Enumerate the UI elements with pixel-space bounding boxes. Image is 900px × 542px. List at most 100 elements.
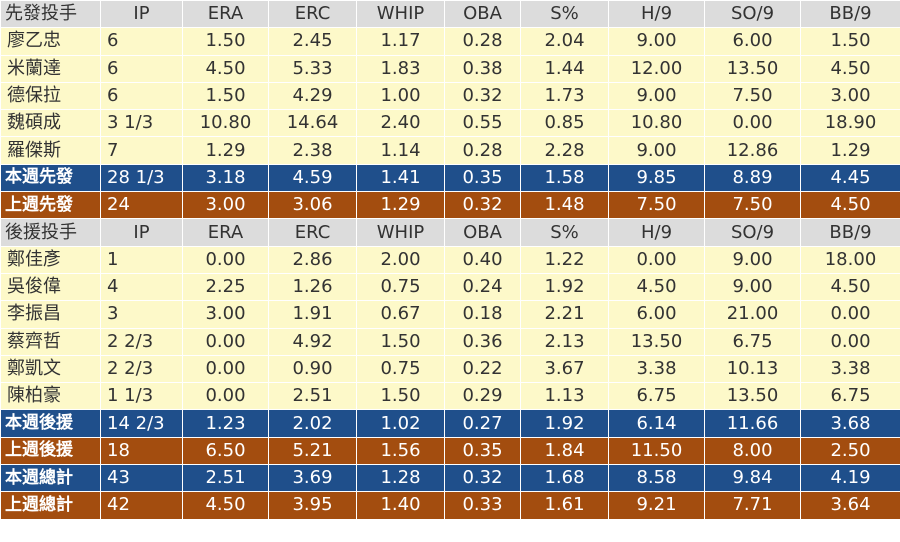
stat-cell: 2 2/3 bbox=[100, 327, 183, 356]
stat-cell: 0.40 bbox=[444, 245, 521, 274]
stat-cell: 6.00 bbox=[608, 300, 705, 329]
stat-cell: 9.00 bbox=[608, 136, 705, 165]
stat-cell: 0.22 bbox=[444, 354, 521, 384]
stat-cell: 2.50 bbox=[800, 436, 900, 466]
stat-cell: 1.28 bbox=[356, 464, 445, 493]
stat-cell: WHIP bbox=[356, 218, 445, 247]
row-label-cell: 魏碩成 bbox=[0, 109, 101, 138]
stat-cell: 6.75 bbox=[800, 382, 900, 411]
stat-cell: 1.17 bbox=[356, 27, 445, 56]
stat-cell: 18 bbox=[100, 436, 183, 466]
relievers-last-week-row: 上週後援 18 6.50 5.21 1.56 0.35 1.84 11.50 8.00 2.50 bbox=[0, 436, 900, 466]
stat-cell: 0.35 bbox=[444, 436, 521, 466]
starter-row: 米蘭達 6 4.50 5.33 1.83 0.38 1.44 12.00 13.50 4.50 bbox=[0, 54, 900, 83]
stat-cell: ERC bbox=[268, 218, 357, 247]
stat-cell: 1.50 bbox=[356, 327, 445, 356]
row-label-cell: 鄭凱文 bbox=[0, 354, 101, 384]
row-label-cell: 上週後援 bbox=[0, 436, 101, 466]
stat-cell: 1.50 bbox=[182, 81, 269, 111]
stat-cell: 6.00 bbox=[704, 27, 801, 56]
stat-cell: 0.75 bbox=[356, 272, 445, 302]
relievers-header-row: 後援投手 IP ERA ERC WHIP OBA S% H/9 SO/9 BB/9 bbox=[0, 218, 900, 247]
stat-cell: 5.33 bbox=[268, 54, 357, 83]
stat-cell: 7.50 bbox=[704, 191, 801, 220]
stat-cell: 3.00 bbox=[800, 81, 900, 111]
stat-cell: 12.86 bbox=[704, 136, 801, 165]
stat-cell: 0.32 bbox=[444, 81, 521, 111]
stat-cell: 11.50 bbox=[608, 436, 705, 466]
reliever-row: 鄭凱文 2 2/3 0.00 0.90 0.75 0.22 3.67 3.38 10.13 3.3… bbox=[0, 354, 900, 384]
stat-cell: 8.00 bbox=[704, 436, 801, 466]
stat-cell: 13.50 bbox=[608, 327, 705, 356]
stat-cell: 5.21 bbox=[268, 436, 357, 466]
stat-cell: 12.00 bbox=[608, 54, 705, 83]
reliever-row: 吳俊偉 4 2.25 1.26 0.75 0.24 1.92 4.50 9.00 4.50 bbox=[0, 272, 900, 302]
stat-cell: 7 bbox=[100, 136, 183, 165]
stat-cell: 2.04 bbox=[520, 27, 609, 56]
stat-cell: 2.25 bbox=[182, 272, 269, 302]
row-label-cell: 上週總計 bbox=[0, 491, 101, 520]
stat-cell: 0.24 bbox=[444, 272, 521, 302]
stat-cell: BB/9 bbox=[800, 0, 900, 29]
stat-cell: 9.00 bbox=[704, 272, 801, 302]
stat-cell: 21.00 bbox=[704, 300, 801, 329]
stat-cell: 3.38 bbox=[800, 354, 900, 384]
stat-cell: 3.68 bbox=[800, 409, 900, 438]
stat-cell: 3.38 bbox=[608, 354, 705, 384]
stat-cell: 14.64 bbox=[268, 109, 357, 138]
stat-cell: 2.02 bbox=[268, 409, 357, 438]
stat-cell: 6.14 bbox=[608, 409, 705, 438]
stat-cell: 0.55 bbox=[444, 109, 521, 138]
stat-cell: 0.28 bbox=[444, 27, 521, 56]
stat-cell: 9.85 bbox=[608, 163, 705, 193]
stat-cell: 3 1/3 bbox=[100, 109, 183, 138]
stat-cell: 4.92 bbox=[268, 327, 357, 356]
stat-cell: OBA bbox=[444, 218, 521, 247]
stat-cell: IP bbox=[100, 0, 183, 29]
stat-cell: 6 bbox=[100, 54, 183, 83]
stat-cell: 6 bbox=[100, 27, 183, 56]
stat-cell: 3.69 bbox=[268, 464, 357, 493]
stat-cell: 4.59 bbox=[268, 163, 357, 193]
stat-cell: 13.50 bbox=[704, 54, 801, 83]
stat-cell: 28 1/3 bbox=[100, 163, 183, 193]
stat-cell: 42 bbox=[100, 491, 183, 520]
stat-cell: 10.13 bbox=[704, 354, 801, 384]
stat-cell: 1.40 bbox=[356, 491, 445, 520]
stat-cell: 2.13 bbox=[520, 327, 609, 356]
stat-cell: 43 bbox=[100, 464, 183, 493]
stat-cell: 2.38 bbox=[268, 136, 357, 165]
stat-cell: 1.26 bbox=[268, 272, 357, 302]
stat-cell: 0.18 bbox=[444, 300, 521, 329]
stat-cell: 3.00 bbox=[182, 191, 269, 220]
stat-cell: 1.13 bbox=[520, 382, 609, 411]
stat-cell: 0.28 bbox=[444, 136, 521, 165]
stat-cell: 7.71 bbox=[704, 491, 801, 520]
stat-cell: 2 2/3 bbox=[100, 354, 183, 384]
stat-cell: 8.89 bbox=[704, 163, 801, 193]
stat-cell: 4.29 bbox=[268, 81, 357, 111]
stat-cell: 24 bbox=[100, 191, 183, 220]
stat-cell: 1.22 bbox=[520, 245, 609, 274]
starter-row: 羅傑斯 7 1.29 2.38 1.14 0.28 2.28 9.00 12.86 1.29 bbox=[0, 136, 900, 165]
stat-cell: SO/9 bbox=[704, 218, 801, 247]
stat-cell: H/9 bbox=[608, 0, 705, 29]
stat-cell: 0.38 bbox=[444, 54, 521, 83]
stat-cell: 2.40 bbox=[356, 109, 445, 138]
stat-cell: 11.66 bbox=[704, 409, 801, 438]
stat-cell: 1.58 bbox=[520, 163, 609, 193]
starters-last-week-row: 上週先發 24 3.00 3.06 1.29 0.32 1.48 7.50 7.50 4.50 bbox=[0, 191, 900, 220]
starter-row: 廖乙忠 6 1.50 2.45 1.17 0.28 2.04 9.00 6.00 1.50 bbox=[0, 27, 900, 56]
stat-cell: 6 bbox=[100, 81, 183, 111]
stat-cell: 4 bbox=[100, 272, 183, 302]
stat-cell: 4.50 bbox=[608, 272, 705, 302]
row-label-cell: 本週先發 bbox=[0, 163, 101, 193]
stat-cell: 0.33 bbox=[444, 491, 521, 520]
stat-cell: 9.00 bbox=[608, 27, 705, 56]
stat-cell: 9.84 bbox=[704, 464, 801, 493]
stat-cell: WHIP bbox=[356, 0, 445, 29]
stat-cell: 3.64 bbox=[800, 491, 900, 520]
row-label-cell: 米蘭達 bbox=[0, 54, 101, 83]
stat-cell: 1.41 bbox=[356, 163, 445, 193]
totals-this-week-row: 本週總計 43 2.51 3.69 1.28 0.32 1.68 8.58 9.84 4.19 bbox=[0, 464, 900, 493]
